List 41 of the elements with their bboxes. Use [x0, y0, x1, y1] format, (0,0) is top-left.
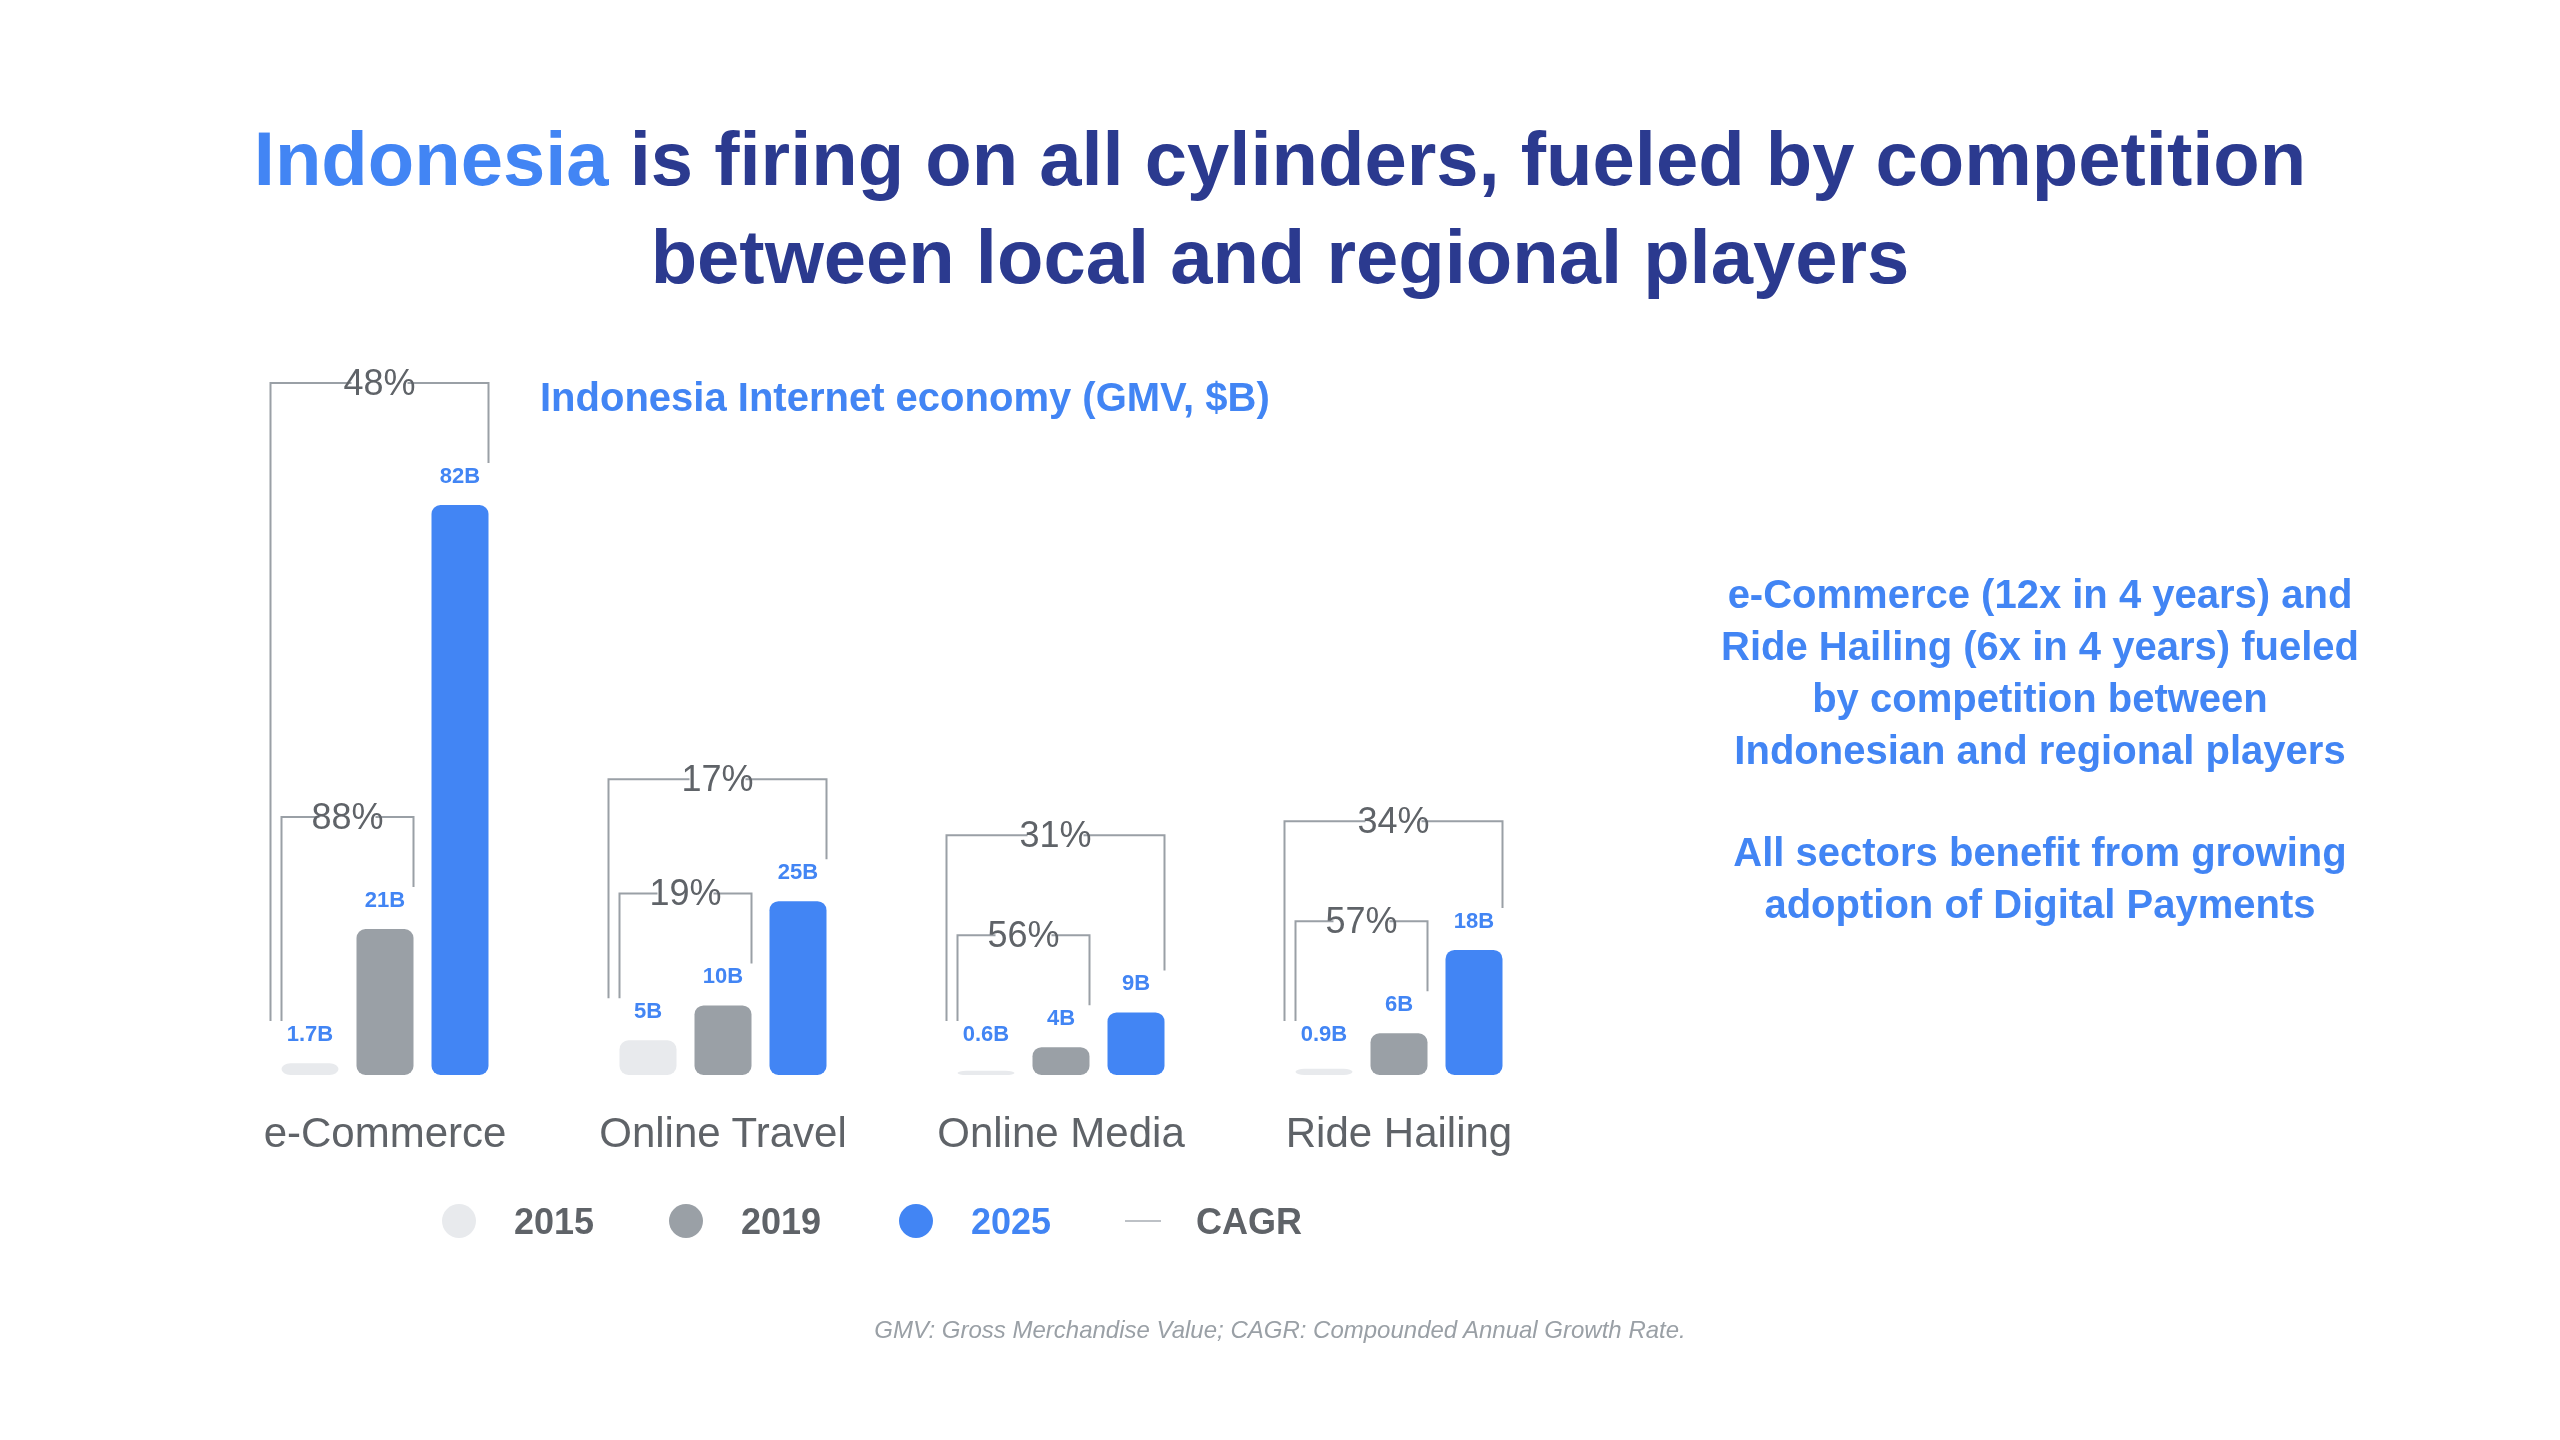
data-label: 1.7B: [286, 1021, 334, 1046]
annotation: 56%: [987, 914, 1060, 956]
annotation: 19%: [649, 872, 722, 914]
bar: [1445, 949, 1503, 1075]
data-label: 5B: [633, 998, 663, 1024]
legend-label: 2015: [514, 1201, 595, 1242]
chart-title: Indonesia is firing on all cylinders, fueled by competition between local and regional players: [253, 116, 2307, 299]
bar: [356, 929, 414, 1075]
x-tick-label: Online Travel: [599, 1109, 847, 1156]
annotation: 31%: [1019, 814, 1092, 856]
data-label: 10B: [702, 963, 744, 989]
bar: [1032, 1047, 1090, 1075]
annotation: 17%: [681, 758, 754, 800]
x-tick-label: e-Commerce: [263, 1109, 507, 1156]
text: GMV: Gross Merchandise Value; CAGR: Compounded Annual Growth Rate.: [873, 1316, 1687, 1344]
text: 48%: [343, 362, 416, 403]
data-label: 4B: [1046, 1005, 1076, 1031]
x-tick-label: Ride Hailing: [1285, 1109, 1513, 1156]
bar: [694, 1005, 752, 1075]
data-label: 6B: [1384, 991, 1414, 1017]
text: e-Commerce (12x in 4 years) and Ride Hailing (6x in 4 years) fueled by competition between Indonesian and regional players: [1720, 571, 2360, 774]
x-tick-label: Online Media: [937, 1109, 1186, 1156]
legend-label: 2025: [971, 1201, 1052, 1242]
bar: [1370, 1033, 1428, 1075]
bar: [1107, 1012, 1165, 1075]
data-label: 0.9B: [1300, 1021, 1348, 1046]
bar: [769, 901, 827, 1075]
data-label: 9B: [1121, 970, 1151, 996]
data-label: 21B: [364, 887, 406, 913]
annotation: 34%: [1357, 800, 1430, 842]
chart-subtitle: Indonesia Internet economy (GMV, $B): [540, 375, 1270, 420]
annotation: 88%: [311, 796, 384, 838]
annotation: 57%: [1325, 900, 1398, 942]
text: CAGR: [1196, 1201, 1302, 1242]
bar: [431, 505, 489, 1075]
data-label: 82B: [439, 463, 481, 488]
data-label: 0.6B: [962, 1021, 1010, 1046]
data-label: 25B: [777, 859, 819, 885]
data-label: 18B: [1453, 907, 1495, 933]
text: All sectors benefit from growing adoption of Digital Payments: [1732, 829, 2348, 928]
legend-label: 2019: [741, 1201, 822, 1242]
